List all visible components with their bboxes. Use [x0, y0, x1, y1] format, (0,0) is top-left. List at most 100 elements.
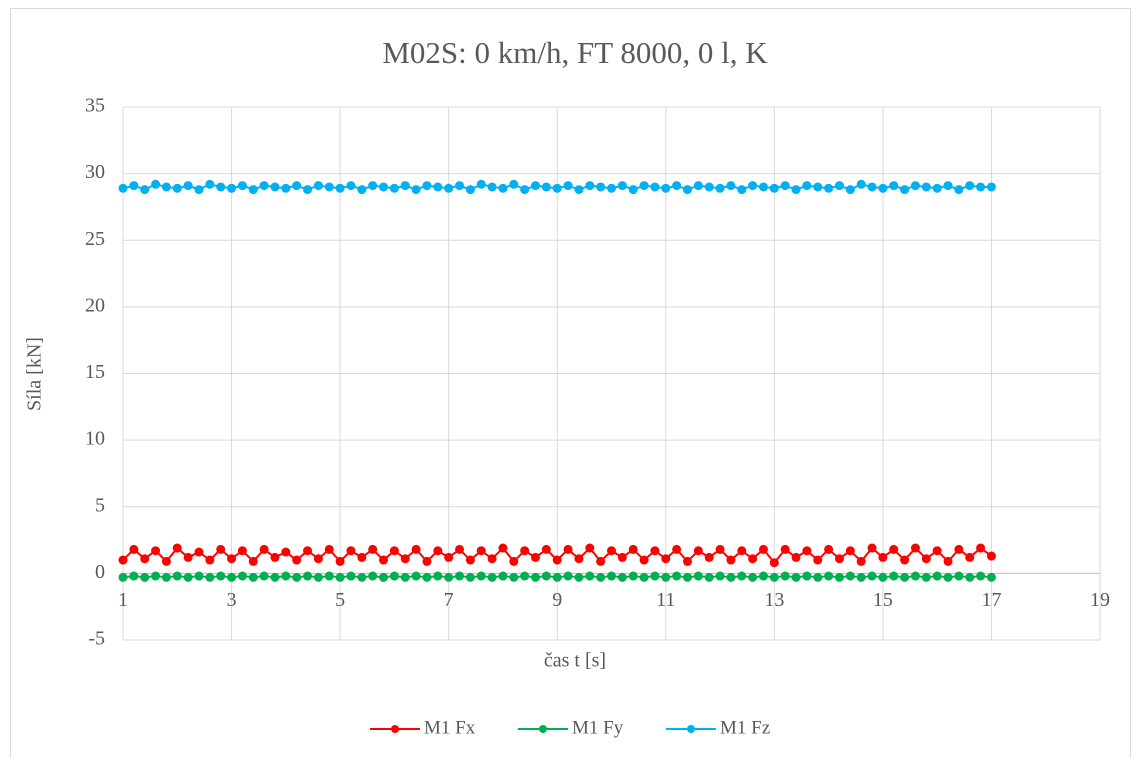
data-point: [172, 543, 182, 553]
data-point: [183, 572, 193, 582]
data-point: [856, 556, 866, 566]
data-point: [682, 185, 692, 195]
data-point: [151, 546, 161, 556]
data-point: [151, 571, 161, 581]
data-point: [237, 546, 247, 556]
y-tick-label: 30: [85, 161, 105, 183]
series: [118, 543, 996, 568]
data-point: [335, 183, 345, 193]
data-point: [476, 179, 486, 189]
data-point: [900, 572, 910, 582]
data-point: [726, 572, 736, 582]
data-point: [303, 571, 313, 581]
data-point: [965, 552, 975, 562]
data-point: [715, 544, 725, 554]
data-point: [824, 183, 834, 193]
data-point: [129, 544, 139, 554]
data-point: [357, 572, 367, 582]
data-point: [758, 182, 768, 192]
data-point: [379, 182, 389, 192]
data-point: [650, 571, 660, 581]
legend-marker: [391, 725, 399, 733]
data-point: [639, 572, 649, 582]
data-point: [498, 571, 508, 581]
data-point: [878, 183, 888, 193]
x-tick-label: 17: [981, 589, 1001, 611]
legend-item: M1 Fx: [370, 717, 476, 738]
data-point: [313, 554, 323, 564]
data-point: [335, 572, 345, 582]
data-point: [672, 544, 682, 554]
legend-item: M1 Fz: [666, 717, 770, 738]
data-point: [737, 185, 747, 195]
data-point: [715, 571, 725, 581]
data-point: [205, 179, 215, 189]
data-point: [389, 183, 399, 193]
data-point: [889, 181, 899, 191]
legend-label: M1 Fz: [720, 717, 770, 738]
data-point: [259, 571, 269, 581]
data-point: [563, 544, 573, 554]
data-point: [661, 554, 671, 564]
data-point: [769, 558, 779, 568]
data-point: [552, 183, 562, 193]
data-point: [737, 571, 747, 581]
data-point: [379, 572, 389, 582]
data-point: [921, 572, 931, 582]
data-point: [639, 181, 649, 191]
data-point: [650, 546, 660, 556]
data-point: [813, 572, 823, 582]
data-point: [769, 572, 779, 582]
data-point: [292, 555, 302, 565]
data-point: [628, 544, 638, 554]
data-point: [596, 572, 606, 582]
x-tick-label: 19: [1090, 589, 1110, 611]
data-point: [802, 571, 812, 581]
y-axis-label: Síla [kN]: [24, 337, 46, 411]
x-tick-label: 11: [656, 589, 675, 611]
data-point: [628, 571, 638, 581]
data-point: [758, 571, 768, 581]
data-point: [693, 571, 703, 581]
data-point: [118, 572, 128, 582]
data-point: [248, 185, 258, 195]
data-point: [520, 571, 530, 581]
data-point: [281, 571, 291, 581]
data-point: [791, 552, 801, 562]
data-point: [335, 556, 345, 566]
data-point: [248, 572, 258, 582]
data-point: [161, 572, 171, 582]
data-point: [596, 182, 606, 192]
data-point: [422, 181, 432, 191]
data-point: [368, 571, 378, 581]
data-point: [943, 572, 953, 582]
data-point: [976, 571, 986, 581]
data-point: [118, 555, 128, 565]
data-point: [541, 544, 551, 554]
data-point: [444, 552, 454, 562]
legend-marker: [539, 725, 547, 733]
data-point: [183, 552, 193, 562]
data-point: [140, 554, 150, 564]
data-point: [986, 572, 996, 582]
data-point: [986, 182, 996, 192]
data-point: [161, 182, 171, 192]
data-point: [465, 555, 475, 565]
data-point: [389, 571, 399, 581]
data-point: [932, 183, 942, 193]
data-point: [194, 185, 204, 195]
data-point: [379, 555, 389, 565]
data-point: [780, 571, 790, 581]
x-tick-label: 7: [444, 589, 454, 611]
legend-label: M1 Fy: [572, 717, 624, 738]
data-point: [845, 571, 855, 581]
data-point: [965, 572, 975, 582]
data-point: [520, 546, 530, 556]
data-point: [607, 546, 616, 556]
data-point: [986, 551, 996, 561]
data-point: [617, 552, 627, 562]
data-point: [693, 181, 703, 191]
data-point: [270, 572, 280, 582]
y-tick-label: 10: [85, 428, 105, 450]
data-point: [205, 572, 215, 582]
